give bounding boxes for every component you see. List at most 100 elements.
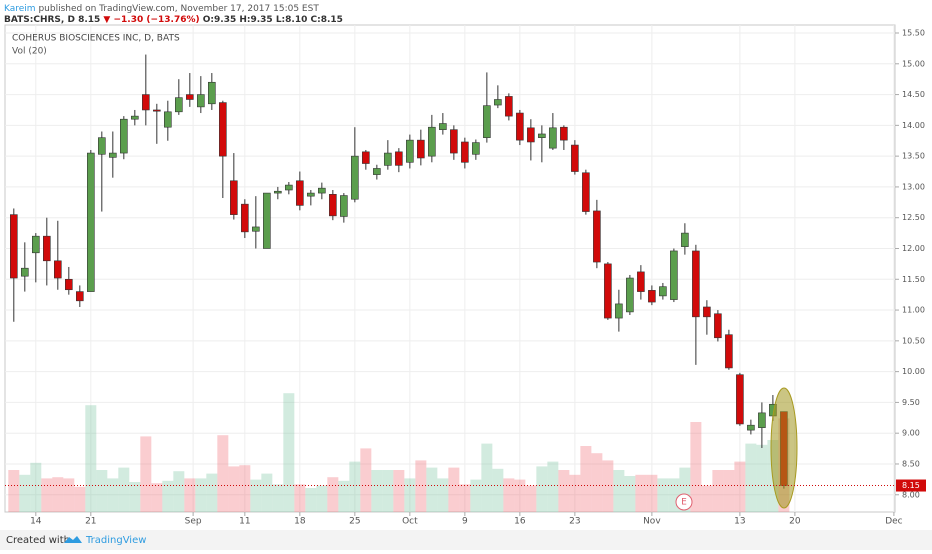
highlight-ellipse bbox=[770, 387, 798, 509]
x-tick-label: 16 bbox=[514, 517, 526, 527]
candle-body bbox=[274, 190, 282, 194]
candle-body bbox=[615, 303, 623, 319]
candle-body bbox=[483, 105, 491, 138]
candle-body bbox=[395, 151, 403, 166]
candle-body bbox=[758, 412, 766, 428]
candle-body bbox=[208, 81, 216, 105]
candle-body bbox=[54, 260, 62, 279]
y-tick-label: 11.00 bbox=[902, 306, 925, 315]
earnings-icon[interactable] bbox=[675, 493, 693, 511]
volume-bar bbox=[184, 478, 196, 512]
candle-body bbox=[362, 151, 370, 164]
candle-body bbox=[241, 203, 249, 233]
candle-body bbox=[549, 127, 557, 149]
candle-body bbox=[318, 187, 326, 194]
header-line1: Kareim published on TradingView.com, Nov… bbox=[4, 4, 319, 14]
candle-body bbox=[153, 109, 161, 112]
plot-frame bbox=[4, 24, 896, 513]
volume-bar bbox=[514, 479, 526, 512]
volume-bar bbox=[558, 470, 570, 512]
volume-bar bbox=[437, 478, 449, 512]
volume-bar bbox=[547, 461, 559, 512]
x-tick-label: Sep bbox=[185, 517, 202, 527]
last: 8.15 bbox=[78, 15, 100, 25]
footer-brand[interactable]: TradingView bbox=[85, 535, 146, 546]
volume-bar bbox=[19, 474, 31, 512]
volume-bar bbox=[294, 484, 306, 512]
volume-bar bbox=[173, 471, 185, 512]
volume-bar bbox=[503, 478, 515, 512]
candle-body bbox=[32, 235, 40, 254]
volume-bar bbox=[74, 486, 86, 512]
author[interactable]: Kareim bbox=[4, 4, 36, 14]
y-tick-label: 12.00 bbox=[902, 244, 925, 253]
candle-body bbox=[197, 94, 205, 108]
volume-bar bbox=[129, 482, 141, 512]
y-tick-label: 13.00 bbox=[902, 182, 925, 191]
volume-bar bbox=[305, 488, 317, 512]
candle-body bbox=[164, 111, 172, 128]
volume-bar bbox=[536, 466, 548, 512]
candle-body bbox=[65, 278, 73, 291]
ohlc: O:9.35 H:9.35 L:8.10 C:8.15 bbox=[203, 15, 343, 25]
candle-body bbox=[21, 267, 29, 277]
published: published on TradingView.com, November 1… bbox=[36, 4, 320, 14]
volume bbox=[8, 393, 790, 512]
candle-body bbox=[582, 172, 590, 212]
candle-body bbox=[285, 184, 293, 191]
y-tick-label: 8.00 bbox=[902, 490, 920, 499]
candle-body bbox=[527, 127, 535, 143]
volume-bar bbox=[283, 393, 295, 512]
last-price-label: 8.15 bbox=[902, 481, 920, 490]
candle-body bbox=[417, 139, 425, 159]
volume-bar bbox=[525, 485, 537, 512]
candle-body bbox=[692, 250, 700, 318]
y-tick-label: 14.00 bbox=[902, 121, 925, 130]
x-tick-label: 11 bbox=[239, 517, 250, 527]
earnings-label[interactable]: E bbox=[681, 498, 687, 508]
volume-bar bbox=[756, 444, 768, 512]
volume-bar bbox=[470, 479, 482, 512]
volume-bar bbox=[261, 473, 273, 512]
arrow: ▼ bbox=[103, 15, 110, 25]
candle-body bbox=[131, 115, 139, 120]
chart-title: COHERUS BIOSCIENCES INC, D, BATS bbox=[12, 34, 180, 44]
candle-body bbox=[428, 126, 436, 157]
candle-body bbox=[714, 313, 722, 339]
x-tick-label: 13 bbox=[734, 517, 745, 527]
footer-logo bbox=[64, 536, 82, 543]
volume-bar bbox=[85, 405, 97, 512]
candle-body bbox=[538, 133, 546, 138]
volume-bar bbox=[272, 484, 284, 512]
y-tick-label: 10.00 bbox=[902, 367, 925, 376]
volume-bar bbox=[657, 478, 669, 512]
candle-body bbox=[725, 334, 733, 369]
volume-bar bbox=[338, 480, 350, 512]
header-line2: BATS:CHRS, D 8.15 ▼ −1.30 (−13.76%) O:9.… bbox=[4, 15, 343, 25]
candle-body bbox=[406, 139, 414, 163]
x-tick-label: 20 bbox=[789, 517, 801, 527]
candle-body bbox=[571, 144, 579, 172]
candle-body bbox=[142, 94, 150, 111]
y-tick-label: 12.50 bbox=[902, 213, 925, 222]
candle-body bbox=[659, 286, 667, 297]
volume-bar bbox=[415, 460, 427, 512]
candle-body bbox=[505, 96, 513, 117]
candle-body bbox=[736, 374, 744, 425]
volume-bar bbox=[745, 443, 757, 512]
symbol: BATS:CHRS, D bbox=[4, 15, 75, 25]
volume-bar bbox=[613, 470, 625, 512]
candle-body bbox=[626, 277, 634, 313]
last-price-box bbox=[896, 479, 926, 492]
volume-bar bbox=[195, 478, 207, 512]
volume-bar bbox=[316, 485, 328, 512]
candle-body bbox=[703, 306, 711, 318]
grid bbox=[5, 25, 895, 512]
volume-bar bbox=[690, 422, 702, 512]
y-tick-label: 9.00 bbox=[902, 429, 920, 438]
footer-bar bbox=[0, 530, 932, 550]
volume-bar bbox=[404, 478, 416, 512]
volume-bar bbox=[118, 467, 130, 512]
